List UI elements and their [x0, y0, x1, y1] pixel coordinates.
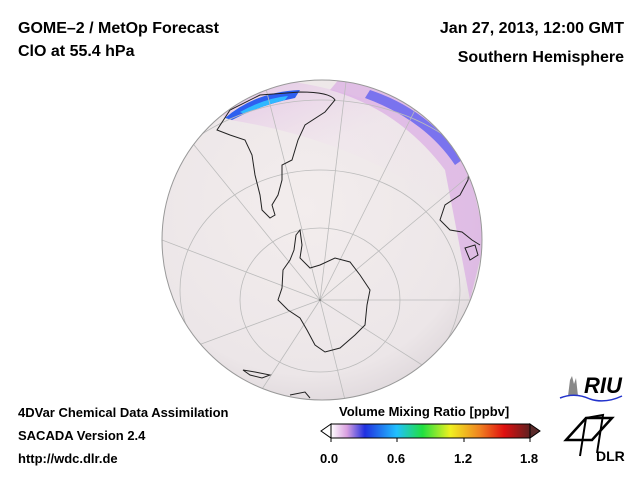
riu-logo [559, 376, 623, 402]
south-pole-marker [318, 298, 322, 302]
colorbar-title: Volume Mixing Ratio [ppbv] [339, 404, 510, 419]
region-label: Southern Hemisphere [457, 49, 624, 66]
south-america-coast [216, 91, 336, 219]
clo-band-east-core [365, 90, 462, 165]
africa-coast [439, 159, 481, 246]
footer-line1: 4DVar Chemical Data Assimilation [18, 405, 229, 420]
footer-url-link[interactable]: http://wdc.dlr.de [18, 451, 118, 466]
dlr-logo-text: DLR [596, 448, 625, 464]
colorbar-tick-label: 0.0 [320, 451, 339, 466]
riu-logo-text: RIU [584, 373, 622, 398]
date-label: Jan 27, 2013, 12:00 GMT [439, 20, 624, 37]
colorbar-tick-label: 0.6 [387, 451, 406, 466]
dlr-logo [563, 413, 615, 457]
title-line2: ClO at 55.4 hPa [18, 43, 135, 60]
colorbar-tick-label: 1.8 [520, 451, 539, 466]
madagascar-coast [464, 244, 479, 261]
title-line1: GOME–2 / MetOp Forecast [18, 20, 219, 37]
colorbar-under-arrow [320, 423, 332, 439]
coastlines [216, 91, 481, 399]
australia-coast [289, 391, 311, 399]
footer-line2: SACADA Version 2.4 [18, 428, 146, 443]
colorbar-over-arrow [529, 423, 541, 439]
colorbar-ticks [330, 438, 531, 442]
antarctica-coast [277, 228, 371, 353]
colorbar-tick-label: 1.2 [454, 451, 473, 466]
graticule [162, 80, 482, 400]
colorbar [330, 423, 531, 439]
globe-outline [161, 79, 483, 401]
new-zealand-coast [242, 369, 272, 379]
clo-max-core [240, 96, 288, 114]
